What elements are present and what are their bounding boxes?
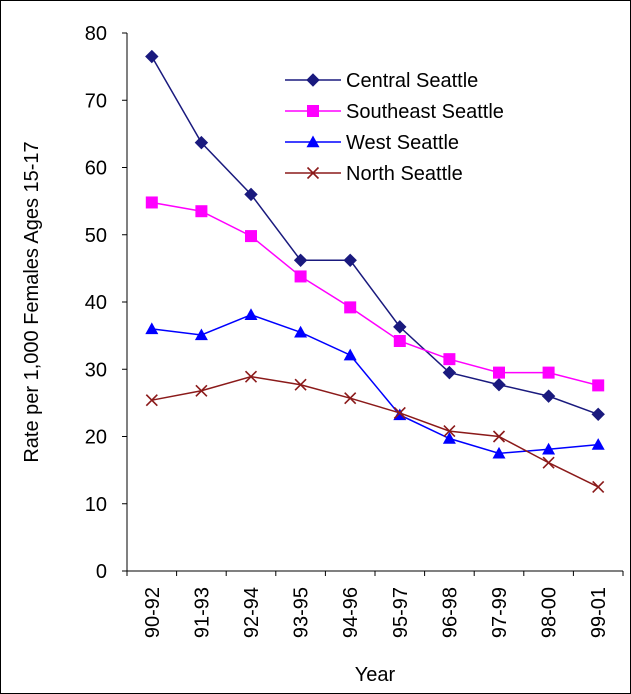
data-point-west-seattle	[591, 438, 605, 450]
data-point-north-seattle	[195, 384, 208, 397]
series-central-seattle	[145, 49, 605, 422]
data-point-west-seattle	[244, 308, 258, 320]
legend-marker	[307, 105, 319, 117]
legend-label: West Seattle	[346, 132, 459, 154]
legend-marker	[306, 135, 320, 148]
series-line-north-seattle	[151, 375, 599, 488]
y-tick-label: 40	[85, 292, 107, 314]
data-point-southeast-seattle	[592, 379, 605, 392]
y-tick-label: 80	[85, 23, 107, 45]
data-point-west-seattle	[294, 325, 308, 338]
data-point-southeast-seattle	[493, 366, 505, 379]
x-tick-label: 93-95	[291, 587, 313, 638]
series-line-central-seattle	[151, 56, 599, 416]
data-point-central-seattle	[492, 378, 506, 392]
data-point-southeast-seattle	[443, 353, 456, 366]
y-axis-title: Rate per 1,000 Females Ages 15-17	[21, 141, 43, 462]
series-layer	[145, 49, 605, 494]
x-axis-title: Year	[355, 664, 396, 686]
series-line-southeast-seattle	[151, 201, 599, 387]
x-tick-label: 90-92	[142, 587, 164, 638]
series-southeast-seattle	[145, 196, 605, 392]
y-tick-label: 10	[85, 494, 107, 516]
legend-marker	[306, 166, 320, 180]
y-tick-label: 0	[96, 561, 107, 583]
data-point-west-seattle	[542, 442, 556, 455]
data-point-central-seattle	[541, 389, 556, 403]
data-point-southeast-seattle	[393, 335, 406, 348]
legend-item-north-seattle: North Seattle	[285, 163, 463, 185]
data-point-west-seattle	[194, 328, 208, 341]
data-point-west-seattle	[492, 446, 506, 459]
data-point-west-seattle	[145, 322, 159, 335]
data-point-central-seattle	[244, 187, 258, 202]
data-point-central-seattle	[293, 253, 308, 268]
x-tick-label: 95-97	[390, 587, 412, 638]
data-point-north-seattle	[393, 406, 406, 420]
legend: Central Seattle Southeast Seattle West Sea…	[285, 70, 504, 185]
y-tick-label: 70	[85, 90, 107, 112]
x-tick-label: 98-00	[539, 587, 561, 638]
data-point-central-seattle	[393, 320, 407, 334]
data-point-southeast-seattle	[145, 196, 158, 209]
y-tick-label: 30	[85, 359, 107, 381]
data-point-central-seattle	[442, 365, 457, 380]
y-tick-label: 20	[85, 427, 107, 449]
x-tick-label: 94-96	[340, 587, 362, 638]
data-point-west-seattle	[343, 348, 357, 361]
y-axis-ticks: 0 10 20 30 40 50 60 70 80	[85, 23, 127, 583]
data-point-north-seattle	[294, 378, 307, 391]
data-point-north-seattle	[542, 456, 555, 469]
legend-item-southeast-seattle: Southeast Seattle	[285, 101, 504, 123]
data-point-north-seattle	[492, 430, 506, 443]
x-tick-label: 96-98	[439, 587, 461, 638]
data-point-southeast-seattle	[344, 301, 357, 314]
legend-marker	[306, 73, 320, 87]
data-point-north-seattle	[443, 425, 456, 438]
x-tick-label: 91-93	[191, 587, 213, 638]
x-axis-ticks: 90-92 91-93 92-94 93-95 94-96 95-97 96-98 97-99…	[126, 571, 624, 638]
y-tick-label: 50	[85, 225, 107, 247]
x-tick-label: 99-01	[588, 587, 610, 638]
data-point-north-seattle	[592, 480, 605, 494]
data-point-north-seattle	[344, 392, 357, 405]
series-west-seattle	[145, 308, 605, 459]
legend-label: Central Seattle	[346, 70, 478, 92]
data-point-southeast-seattle	[245, 230, 257, 243]
data-point-central-seattle	[145, 49, 159, 64]
data-point-southeast-seattle	[294, 270, 307, 283]
data-point-central-seattle	[591, 407, 605, 422]
legend-label: Southeast Seattle	[346, 101, 504, 123]
x-tick-label: 92-94	[241, 587, 263, 638]
data-point-north-seattle	[145, 394, 158, 407]
data-point-southeast-seattle	[195, 205, 208, 218]
series-line-west-seattle	[151, 313, 599, 455]
y-tick-label: 60	[85, 158, 107, 180]
legend-item-west-seattle: West Seattle	[285, 132, 459, 154]
data-point-north-seattle	[244, 370, 258, 383]
x-tick-label: 97-99	[489, 587, 511, 638]
legend-item-central-seattle: Central Seattle	[285, 70, 478, 92]
series-north-seattle	[145, 370, 605, 494]
data-point-central-seattle	[343, 253, 357, 268]
data-point-west-seattle	[442, 432, 456, 444]
data-point-southeast-seattle	[542, 366, 555, 379]
legend-label: North Seattle	[346, 163, 463, 185]
data-point-central-seattle	[194, 135, 209, 150]
